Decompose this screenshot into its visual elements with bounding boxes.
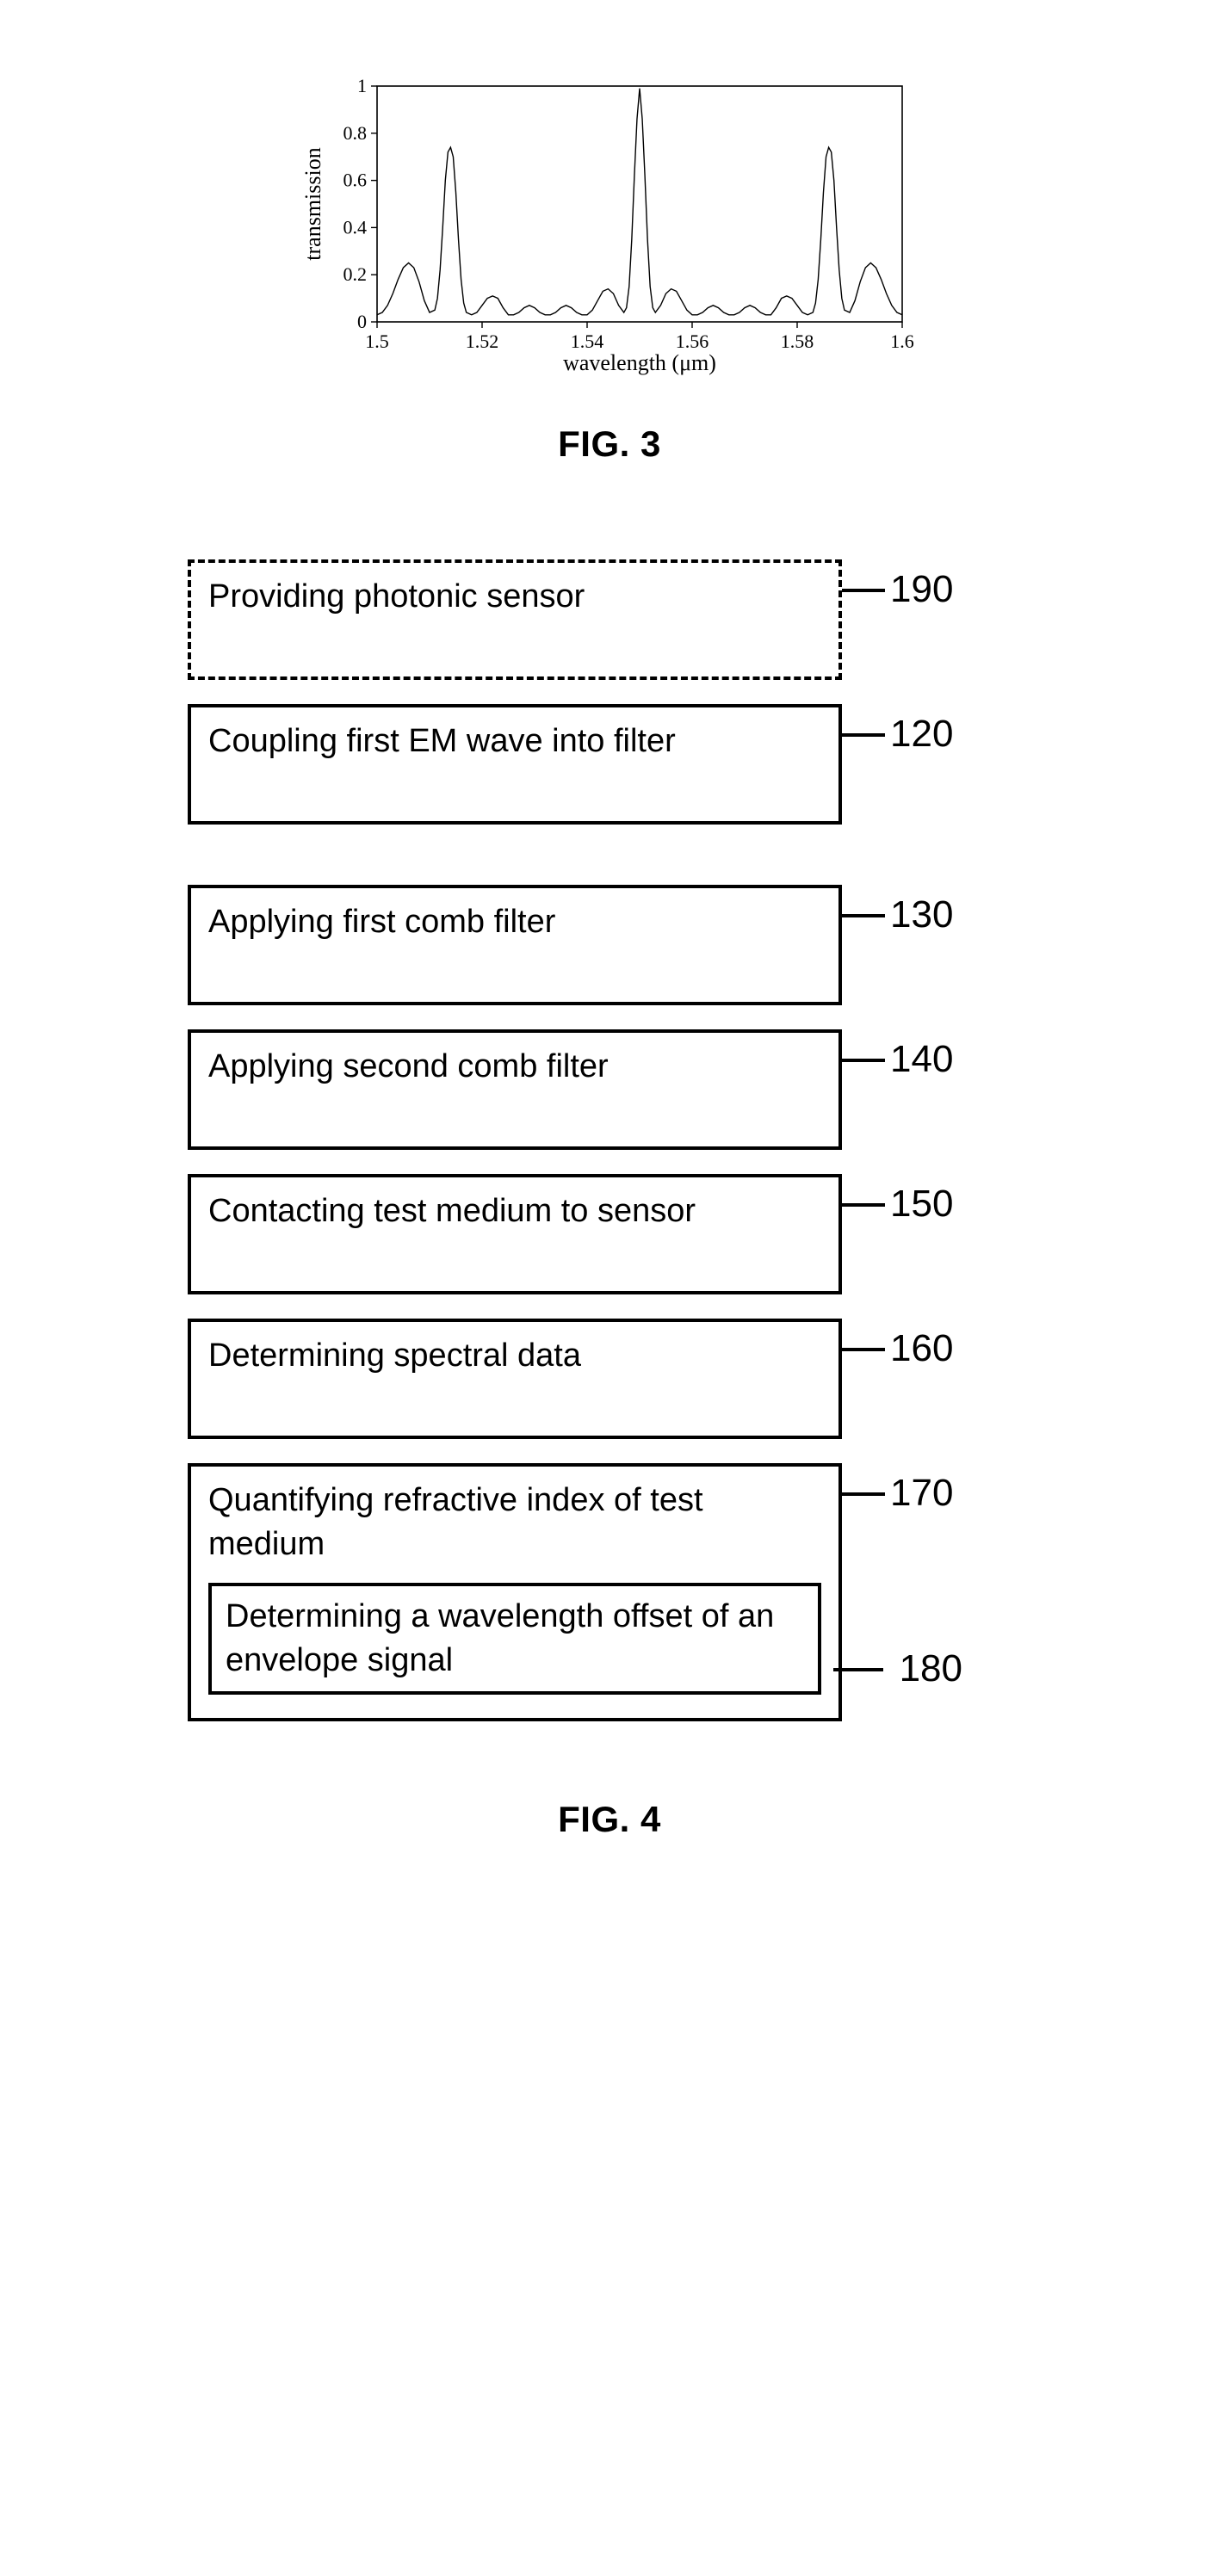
step-row: Determining spectral data 160 — [188, 1319, 1031, 1439]
step-text: Applying first comb filter — [208, 900, 821, 944]
step-number: 130 — [890, 893, 953, 936]
svg-text:0: 0 — [357, 311, 367, 332]
svg-text:1.5: 1.5 — [365, 330, 389, 352]
step-row: Providing photonic sensor 190 — [188, 559, 1031, 680]
leader-line — [842, 1059, 885, 1062]
step-row: Applying first comb filter 130 — [188, 885, 1031, 1005]
svg-text:0.2: 0.2 — [343, 263, 368, 285]
leader-line — [833, 1668, 883, 1671]
leader-line — [842, 733, 885, 737]
step-number: 190 — [890, 568, 953, 611]
fig3-caption: FIG. 3 — [558, 423, 661, 465]
step-box-quantifying-refractive-index: Quantifying refractive index of test med… — [188, 1463, 842, 1721]
step-box-second-comb-filter: Applying second comb filter — [188, 1029, 842, 1150]
fig4-caption: FIG. 4 — [558, 1799, 661, 1840]
step-number: 160 — [890, 1327, 953, 1370]
svg-text:0.8: 0.8 — [343, 122, 368, 144]
svg-text:1.6: 1.6 — [890, 330, 914, 352]
svg-text:1.52: 1.52 — [466, 330, 499, 352]
step-text: Coupling first EM wave into filter — [208, 720, 821, 763]
leader-line — [842, 1492, 885, 1496]
step-box-first-comb-filter: Applying first comb filter — [188, 885, 842, 1005]
svg-text:1.58: 1.58 — [781, 330, 814, 352]
step-number: 120 — [890, 713, 953, 756]
leader-line — [842, 1348, 885, 1351]
step-row: Quantifying refractive index of test med… — [188, 1463, 1031, 1721]
step-text: Providing photonic sensor — [208, 575, 821, 619]
step-text: Applying second comb filter — [208, 1045, 821, 1089]
step-box-spectral-data: Determining spectral data — [188, 1319, 842, 1439]
step-box-coupling-em-wave: Coupling first EM wave into filter — [188, 704, 842, 825]
transmission-spectrum-plot: 1.5 1.52 1.54 1.56 1.58 1.6 0 0.2 0.4 0.6 0.8 1 wave… — [300, 69, 919, 379]
svg-text:0.4: 0.4 — [343, 216, 368, 238]
leader-line — [842, 1203, 885, 1207]
svg-text:1: 1 — [357, 75, 367, 96]
step-box-providing-sensor: Providing photonic sensor — [188, 559, 842, 680]
step-number: 180 — [900, 1647, 962, 1690]
step-text: Determining spectral data — [208, 1334, 821, 1378]
fig3-chart: 1.5 1.52 1.54 1.56 1.58 1.6 0 0.2 0.4 0.6 0.8 1 wave… — [300, 69, 919, 379]
step-number: 150 — [890, 1183, 953, 1226]
svg-text:1.54: 1.54 — [571, 330, 604, 352]
step-box-contacting-test-medium: Contacting test medium to sensor — [188, 1174, 842, 1294]
step-row: Contacting test medium to sensor 150 — [188, 1174, 1031, 1294]
inner-step-box-wavelength-offset: Determining a wavelength offset of an en… — [208, 1583, 821, 1696]
step-row: Coupling first EM wave into filter 120 — [188, 704, 1031, 825]
step-number: 170 — [890, 1472, 953, 1515]
step-text: Contacting test medium to sensor — [208, 1189, 821, 1233]
svg-text:wavelength (μm): wavelength (μm) — [563, 350, 716, 375]
step-row: Applying second comb filter 140 — [188, 1029, 1031, 1150]
leader-line — [842, 914, 885, 917]
step-text: Quantifying refractive index of test med… — [208, 1479, 821, 1567]
svg-text:0.6: 0.6 — [343, 170, 368, 191]
step-number: 140 — [890, 1038, 953, 1081]
fig4-flowchart: Providing photonic sensor 190 Coupling f… — [188, 559, 1031, 1721]
leader-line — [842, 589, 885, 592]
inner-step-text: Determining a wavelength offset of an en… — [226, 1598, 774, 1678]
svg-text:1.56: 1.56 — [676, 330, 709, 352]
svg-text:transmission: transmission — [300, 147, 325, 260]
